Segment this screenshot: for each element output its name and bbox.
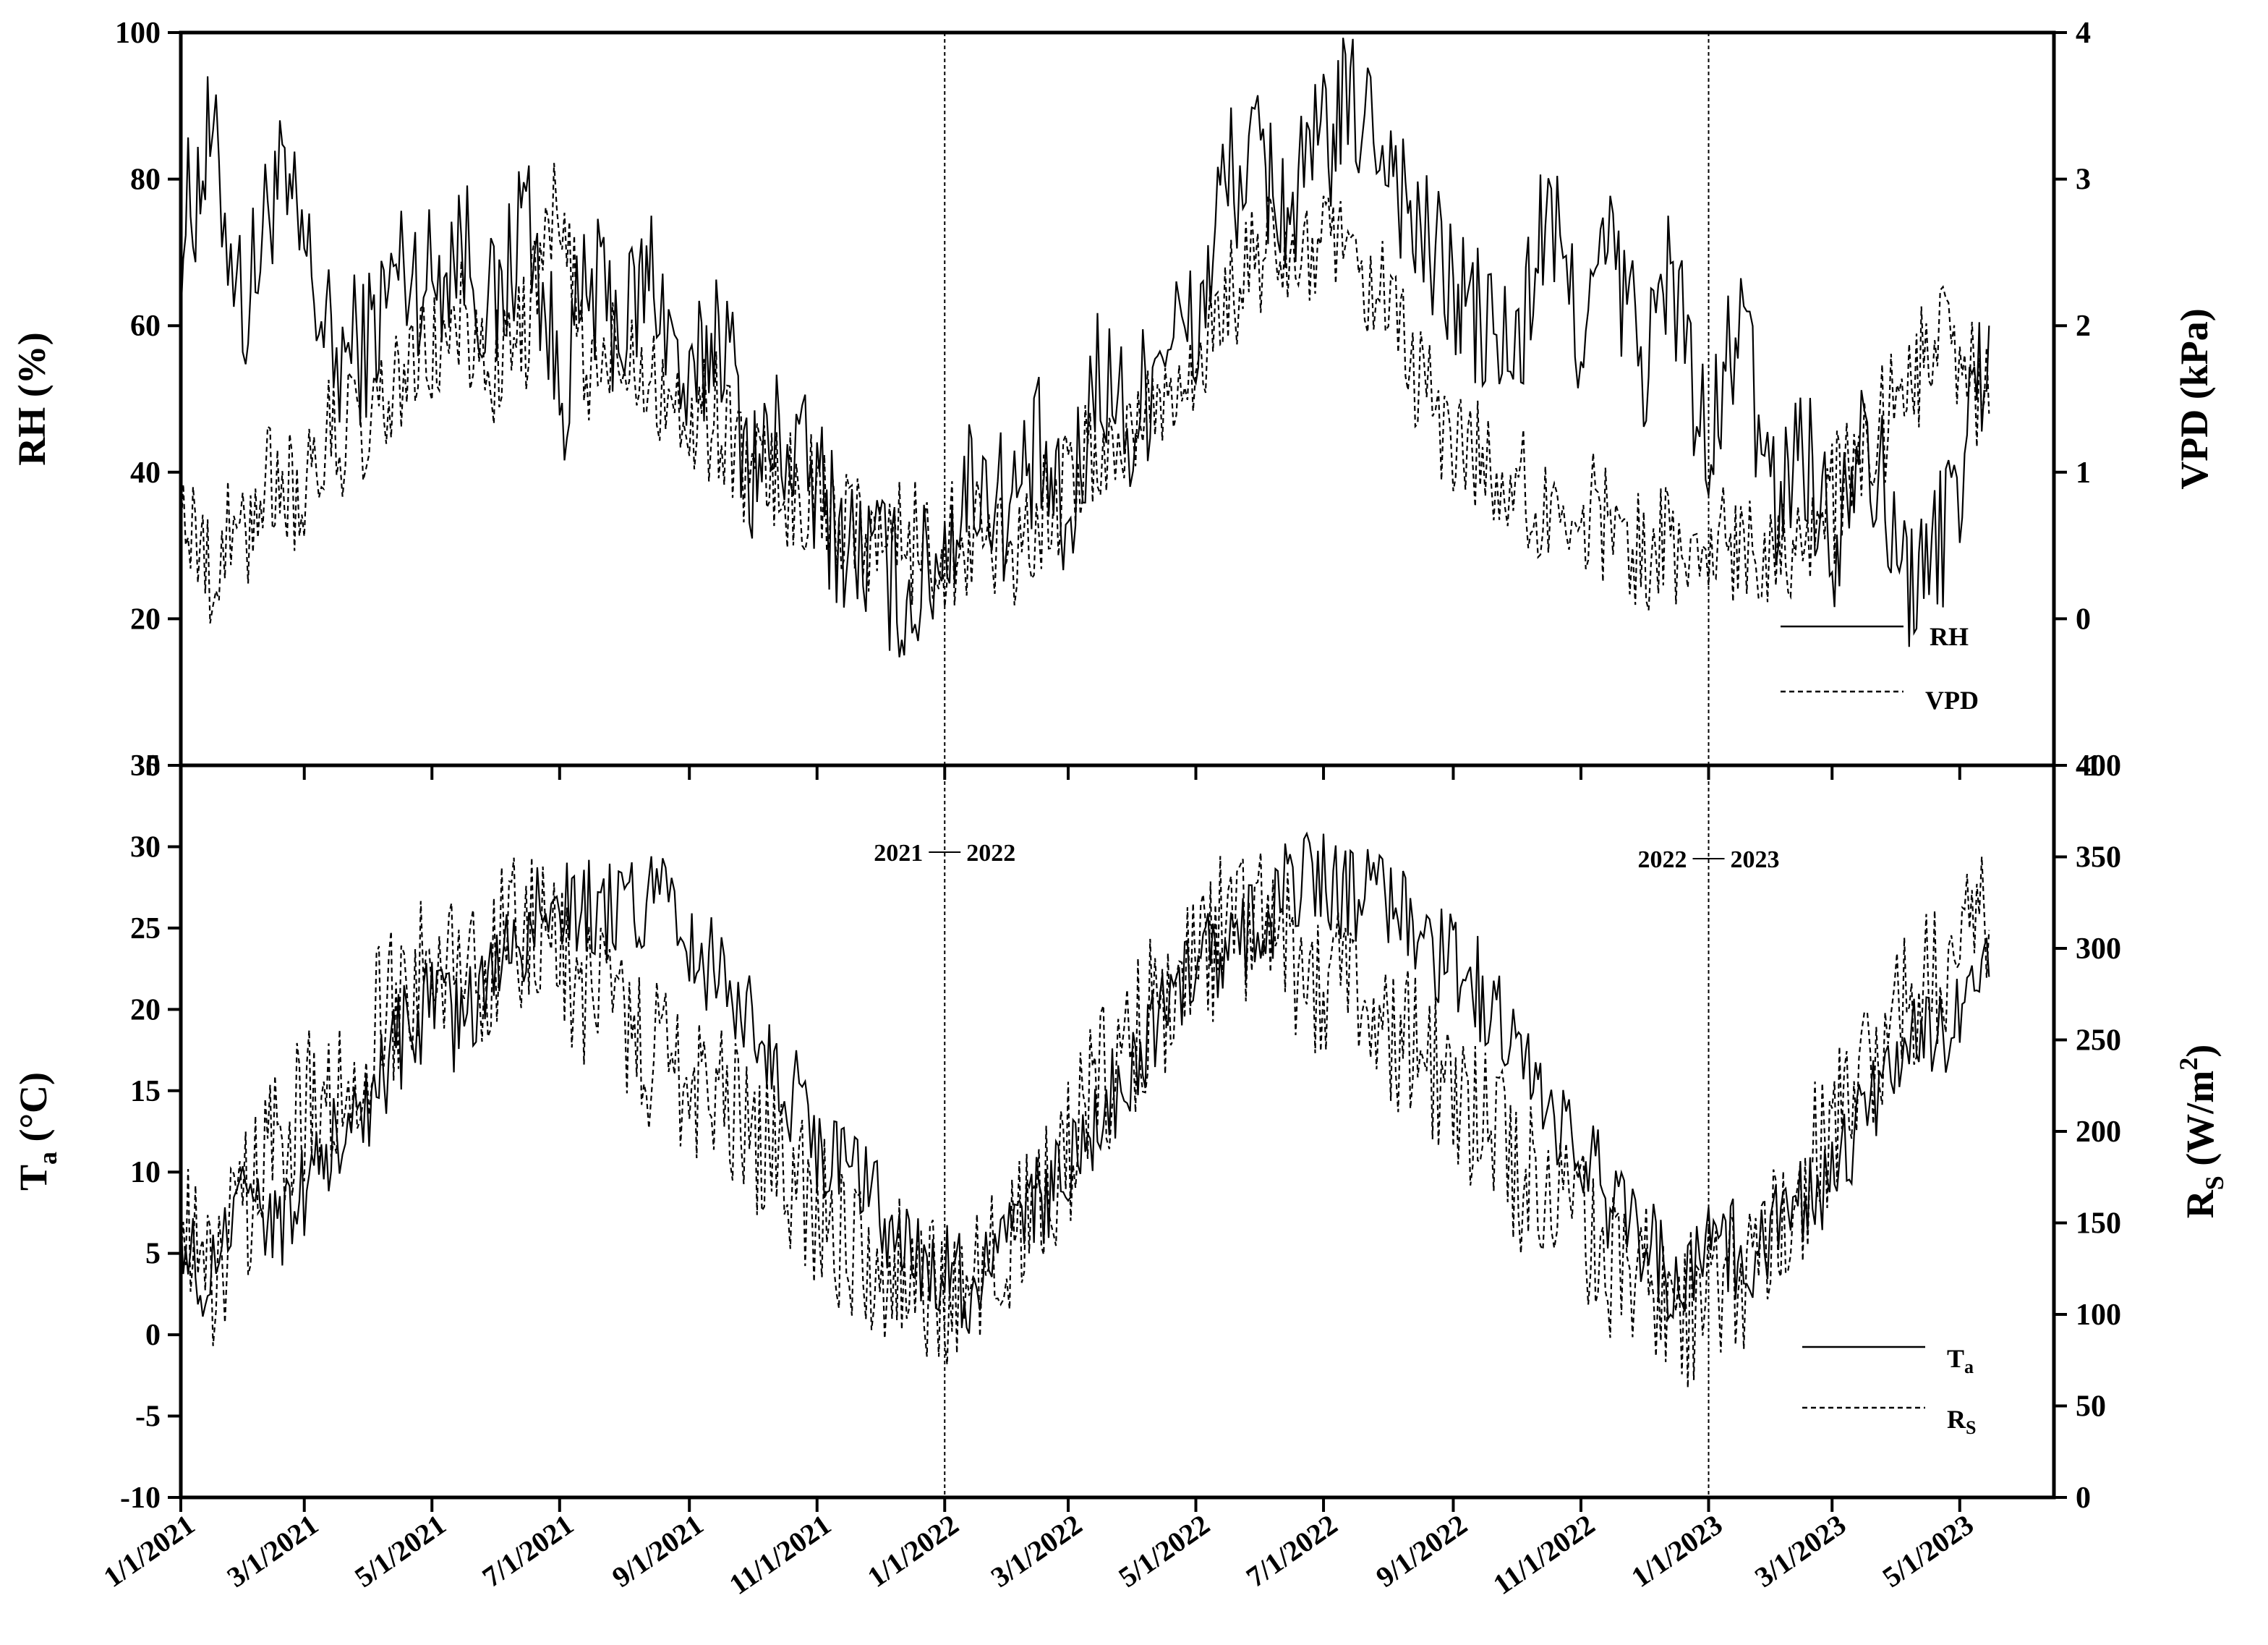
year-marker-right: 2022 (966, 840, 1015, 867)
top-left-tick-label: 60 (130, 310, 161, 343)
top-right-tick-label: 2 (2076, 310, 2091, 343)
ylabel-main: T (12, 1165, 55, 1191)
legend-ta-sub: a (1964, 1356, 1974, 1377)
legend-rs-sub: S (1966, 1417, 1976, 1438)
bottom-right-tick-label: 400 (2076, 749, 2121, 783)
bottom-left-tick-label: 5 (145, 1238, 161, 1271)
y2label-main: R (2178, 1189, 2222, 1218)
y2label-sub: S (2200, 1176, 2229, 1190)
x-tick-label: 3/1/2022 (985, 1508, 1088, 1594)
bottom-left-tick-label: 15 (130, 1075, 161, 1108)
bottom-left-tick-label: 0 (145, 1319, 161, 1352)
top-left-tick-label: 40 (130, 456, 161, 490)
x-tick-label: 5/1/2023 (1877, 1508, 1979, 1594)
bottom-left-tick-label: -10 (120, 1482, 161, 1515)
bottom-right-tick-label: 0 (2076, 1482, 2091, 1515)
year-marker-left: 2022 (1638, 846, 1687, 873)
legend-ta-label: Ta (1947, 1344, 1974, 1377)
legend-rh-label: RH (1930, 622, 1969, 651)
x-tick-label: 3/1/2021 (221, 1508, 324, 1594)
x-tick-label: 9/1/2021 (606, 1508, 709, 1594)
bottom-left-axis-title: Ta (°C) (12, 1072, 62, 1191)
year-marker-right: 2023 (1731, 846, 1780, 873)
x-tick-label: 11/1/2021 (723, 1508, 837, 1602)
bottom-left-tick-label: 20 (130, 993, 161, 1026)
y2label-unit: (W/m (2178, 1071, 2222, 1176)
y2label-sup: 2 (2174, 1058, 2203, 1071)
x-tick-label: 9/1/2022 (1370, 1508, 1472, 1594)
ticks-layer (168, 31, 2067, 1512)
bottom-right-tick-label: 200 (2076, 1115, 2121, 1149)
bottom-right-tick-label: 150 (2076, 1207, 2121, 1241)
legend-ta-main: T (1947, 1344, 1964, 1373)
ylabel-unit: (°C) (12, 1072, 55, 1152)
x-tick-label: 1/1/2021 (98, 1508, 200, 1594)
text-layer: 020406080100-101234-10-50510152025303505… (10, 17, 2229, 1601)
x-tick-label: 1/1/2023 (1625, 1508, 1728, 1594)
legend-vpd-label: VPD (1925, 686, 1979, 715)
top-left-tick-label: 20 (130, 603, 161, 636)
x-tick-label: 3/1/2023 (1749, 1508, 1851, 1594)
bottom-left-tick-label: -5 (135, 1400, 161, 1434)
series-line-bottom-1 (181, 852, 1990, 1388)
bottom-right-tick-label: 100 (2076, 1298, 2121, 1332)
bottom-right-tick-label: 300 (2076, 932, 2121, 966)
bottom-left-tick-label: 35 (130, 749, 161, 783)
top-left-tick-label: 0 (145, 749, 161, 783)
legend-rs-label: RS (1947, 1405, 1976, 1438)
top-left-tick-label: 80 (130, 163, 161, 197)
series-line-top-1 (181, 163, 1990, 624)
bottom-right-tick-label: 50 (2076, 1390, 2106, 1424)
series-line-top-0 (181, 38, 1990, 658)
bottom-right-axis-title: RS (W/m2) (2174, 1045, 2229, 1218)
y2label-close: ) (2178, 1045, 2222, 1058)
series-layer (181, 38, 1990, 1388)
top-right-tick-label: 4 (2076, 17, 2091, 50)
bottom-left-tick-label: 25 (130, 912, 161, 945)
ylabel-sub: a (33, 1152, 62, 1165)
x-tick-label: 1/1/2022 (861, 1508, 964, 1594)
year-marker-left: 2021 (874, 840, 923, 867)
x-tick-label: 5/1/2021 (349, 1508, 451, 1594)
bottom-right-tick-label: 350 (2076, 841, 2121, 875)
legend-rs-main: R (1947, 1405, 1966, 1434)
top-right-tick-label: 0 (2076, 603, 2091, 636)
top-right-axis-title: VPD (kPa) (2173, 308, 2216, 489)
x-tick-label: 7/1/2022 (1240, 1508, 1343, 1594)
bottom-left-tick-label: 30 (130, 830, 161, 864)
top-right-tick-label: -1 (2076, 749, 2101, 783)
top-left-tick-label: 100 (115, 17, 161, 50)
bottom-panel-frame (179, 763, 2056, 1500)
bottom-right-tick-label: 250 (2076, 1024, 2121, 1058)
x-tick-label: 7/1/2021 (477, 1508, 579, 1594)
x-tick-label: 5/1/2022 (1112, 1508, 1215, 1594)
top-right-tick-label: 3 (2076, 163, 2091, 197)
top-left-axis-title: RH (%) (10, 332, 54, 465)
bottom-left-tick-label: 10 (130, 1156, 161, 1189)
top-right-tick-label: 1 (2076, 456, 2091, 490)
x-tick-label: 11/1/2022 (1487, 1508, 1600, 1602)
